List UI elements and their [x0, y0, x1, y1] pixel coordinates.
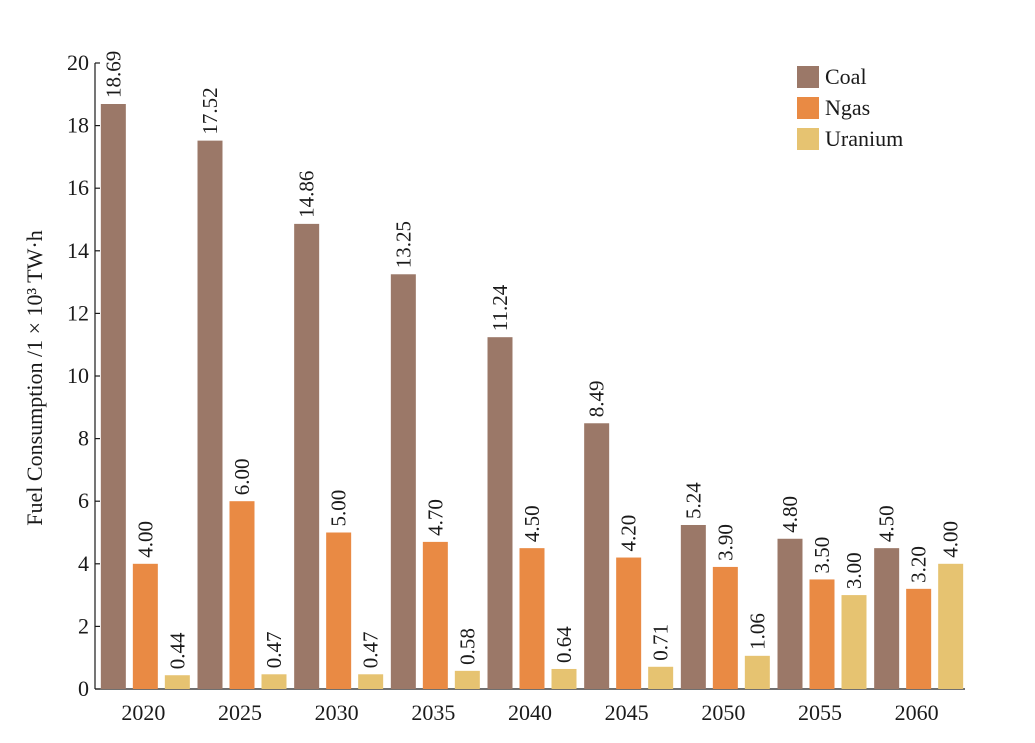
- y-tick-label: 8: [78, 426, 89, 451]
- x-tick-label: 2025: [218, 700, 262, 725]
- bar-uranium-2035: [454, 670, 480, 689]
- y-tick-label: 6: [78, 488, 89, 513]
- y-tick-label: 16: [67, 175, 89, 200]
- x-tick-label: 2035: [411, 700, 455, 725]
- legend-swatch-coal: [797, 66, 819, 88]
- bar-value-label: 5.24: [681, 482, 705, 519]
- bar-value-label: 3.90: [713, 524, 737, 561]
- legend-label: Coal: [825, 64, 867, 89]
- bar-value-label: 11.24: [488, 284, 512, 331]
- bar-value-label: 6.00: [230, 458, 254, 495]
- y-axis-title: Fuel Consumption /1 × 10³ TW·h: [22, 230, 47, 525]
- bar-ngas-2050: [712, 566, 738, 689]
- bar-coal-2035: [390, 274, 416, 689]
- bar-ngas-2020: [132, 563, 158, 689]
- bar-ngas-2040: [519, 548, 545, 689]
- x-tick-label: 2030: [315, 700, 359, 725]
- x-tick-label: 2020: [121, 700, 165, 725]
- bar-coal-2030: [294, 223, 320, 689]
- bar-coal-2040: [487, 337, 513, 689]
- bar-value-label: 17.52: [198, 87, 222, 134]
- bar-value-label: 3.20: [907, 546, 931, 583]
- bar-value-label: 3.50: [810, 537, 834, 574]
- bar-value-label: 0.64: [552, 626, 576, 663]
- x-tick-label: 2060: [895, 700, 939, 725]
- bar-value-label: 14.86: [295, 171, 319, 218]
- bars: [100, 104, 964, 690]
- bar-uranium-2055: [841, 595, 867, 689]
- bar-coal-2055: [777, 538, 803, 689]
- x-tick-label: 2055: [798, 700, 842, 725]
- x-tick-label: 2045: [605, 700, 649, 725]
- bar-value-label: 4.20: [617, 515, 641, 552]
- bar-value-label: 4.50: [875, 505, 899, 542]
- bar-ngas-2030: [326, 532, 352, 689]
- bar-coal-2020: [100, 104, 126, 690]
- y-tick-label: 0: [78, 676, 89, 701]
- bar-uranium-2050: [744, 655, 770, 689]
- x-ticks: 2020 2025 2030 2035 2040 2045 2050 2055 2060: [121, 700, 938, 725]
- bar-uranium-2020: [164, 675, 190, 689]
- y-tick-label: 18: [67, 113, 89, 138]
- bar-coal-2045: [584, 423, 610, 689]
- bar-ngas-2025: [229, 501, 255, 689]
- y-tick-label: 2: [78, 613, 89, 638]
- bar-value-label: 0.47: [262, 632, 286, 669]
- bar-value-label: 1.06: [745, 613, 769, 650]
- bar-ngas-2035: [422, 541, 448, 689]
- legend-label: Uranium: [825, 126, 903, 151]
- bar-value-label: 4.80: [778, 496, 802, 533]
- bar-value-label: 4.50: [520, 505, 544, 542]
- y-tick-label: 14: [67, 238, 89, 263]
- bar-value-label: 4.00: [133, 521, 157, 558]
- bar-value-label: 18.69: [101, 51, 125, 98]
- legend-swatch-ngas: [797, 97, 819, 119]
- bar-coal-2025: [197, 140, 223, 689]
- bar-ngas-2045: [616, 557, 642, 689]
- legend-label: Ngas: [825, 95, 870, 120]
- bar-uranium-2025: [261, 674, 287, 689]
- bar-uranium-2030: [358, 674, 384, 689]
- bar-uranium-2040: [551, 668, 577, 689]
- bar-value-label: 0.58: [455, 628, 479, 665]
- y-tick-label: 20: [67, 50, 89, 75]
- x-tick-label: 2040: [508, 700, 552, 725]
- bar-value-label: 0.44: [165, 632, 189, 669]
- bar-ngas-2055: [809, 579, 835, 689]
- bar-value-label: 0.47: [359, 632, 383, 669]
- bar-value-label: 0.71: [649, 624, 673, 661]
- y-tick-label: 4: [78, 551, 89, 576]
- bar-labels: 18.69 4.00 0.44 17.52 6.00 0.47 14.86 5.00 0.47 1…: [101, 51, 962, 669]
- bar-value-label: 4.70: [423, 499, 447, 536]
- bar-uranium-2060: [938, 563, 964, 689]
- bar-ngas-2060: [906, 588, 932, 689]
- y-ticks: 0 2 4 6 8 10 12 14 16 18 20: [67, 50, 100, 701]
- y-tick-label: 12: [67, 300, 89, 325]
- bar-uranium-2045: [648, 666, 674, 689]
- bar-coal-2050: [680, 524, 706, 689]
- bar-value-label: 3.00: [842, 552, 866, 589]
- bar-value-label: 5.00: [327, 490, 351, 527]
- bar-value-label: 13.25: [391, 221, 415, 268]
- legend-swatch-uranium: [797, 128, 819, 150]
- legend: Coal Ngas Uranium: [797, 64, 903, 151]
- x-tick-label: 2050: [701, 700, 745, 725]
- y-axis-title-group: Fuel Consumption /1 × 10³ TW·h: [22, 230, 47, 525]
- bar-value-label: 4.00: [939, 521, 963, 558]
- bar-value-label: 8.49: [585, 381, 609, 418]
- y-tick-label: 10: [67, 363, 89, 388]
- bar-coal-2060: [874, 548, 900, 689]
